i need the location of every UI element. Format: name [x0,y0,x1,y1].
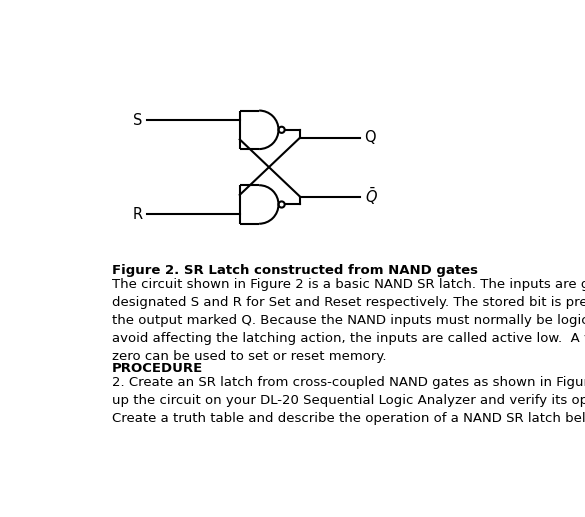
Text: $\bar{Q}$: $\bar{Q}$ [364,186,377,207]
Text: Figure 2. SR Latch constructed from NAND gates: Figure 2. SR Latch constructed from NAND… [112,264,478,277]
Text: R: R [133,207,143,222]
Text: 2. Create an SR latch from cross-coupled NAND gates as shown in Figure 2. Set
up: 2. Create an SR latch from cross-coupled… [112,376,585,425]
Text: S: S [133,113,143,128]
Text: The circuit shown in Figure 2 is a basic NAND SR latch. The inputs are generally: The circuit shown in Figure 2 is a basic… [112,278,585,362]
Text: Q: Q [364,130,376,145]
Text: PROCEDURE: PROCEDURE [112,362,203,375]
